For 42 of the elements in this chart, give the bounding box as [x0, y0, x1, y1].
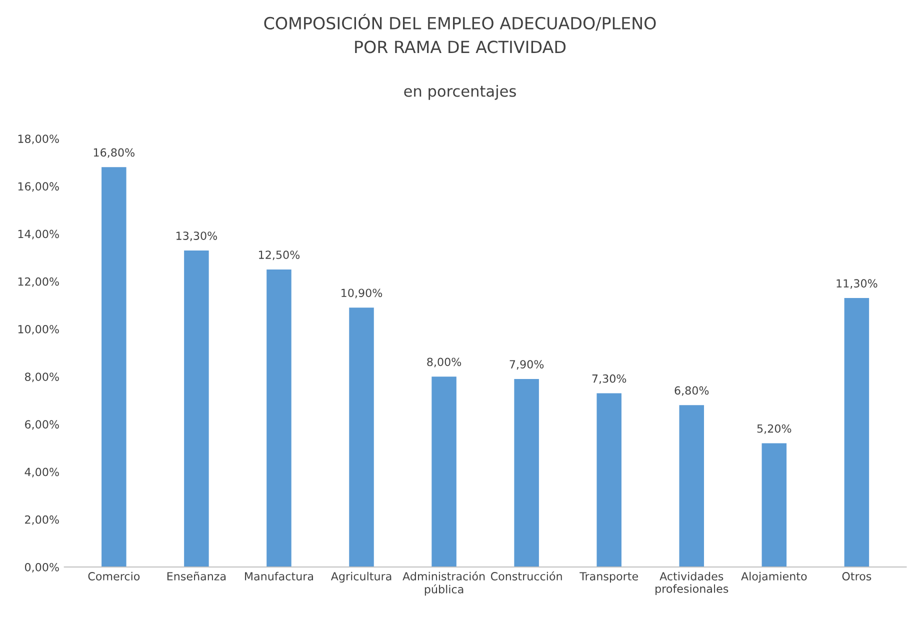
data-label: 11,30% — [836, 279, 878, 289]
data-label: 16,80% — [94, 148, 134, 158]
bar — [762, 443, 787, 567]
x-tick-label: Alojamiento — [741, 572, 807, 583]
bar — [102, 167, 126, 567]
data-label: 12,50% — [259, 250, 300, 260]
bar — [266, 270, 292, 567]
bar — [596, 393, 622, 567]
x-tick-label: Otros — [842, 572, 872, 580]
x-tick-label: Comercio — [88, 572, 140, 580]
x-tick-label: Enseñanza — [167, 572, 226, 580]
bar — [844, 298, 870, 567]
chart-subtitle: en porcentajes — [404, 85, 516, 100]
y-tick-label: 10,00% — [18, 324, 59, 335]
data-label: 7,90% — [510, 360, 544, 370]
x-tick-label: Construcción — [490, 571, 562, 580]
data-label: 6,80% — [674, 386, 709, 396]
bar — [349, 308, 374, 567]
y-tick-label: 2,00% — [25, 515, 59, 525]
bar — [432, 376, 456, 567]
y-tick-label: 4,00% — [24, 468, 59, 478]
data-label: 10,90% — [342, 288, 382, 298]
y-tick-label: 16,00% — [18, 182, 59, 192]
x-tick-label: Manufactura — [245, 572, 314, 580]
data-label: 8,00% — [427, 358, 462, 368]
x-tick-label: Agricultura — [330, 572, 392, 583]
bar — [184, 250, 209, 567]
chart-title: COMPOSICIÓN DEL EMPLEO ADECUADO/PLENO POR RAMA DE ACTIVIDAD — [264, 14, 656, 54]
y-tick-label: 8,00% — [24, 372, 59, 382]
x-tick-label: Administración pública — [402, 571, 485, 596]
data-label: 5,20% — [757, 424, 792, 434]
x-tick-label: Actividades profesionales — [656, 572, 728, 596]
x-tick-label: Transporte — [580, 572, 638, 583]
y-tick-label: 12,00% — [18, 277, 59, 287]
y-tick-label: 6,00% — [25, 420, 59, 430]
data-label: 13,30% — [176, 232, 218, 242]
bar — [514, 378, 539, 567]
y-tick-label: 14,00% — [18, 230, 59, 240]
data-label: 7,30% — [592, 374, 626, 384]
bar — [679, 405, 704, 567]
y-tick-label: 0,00% — [24, 562, 59, 573]
y-tick-label: 18,00% — [18, 134, 59, 144]
